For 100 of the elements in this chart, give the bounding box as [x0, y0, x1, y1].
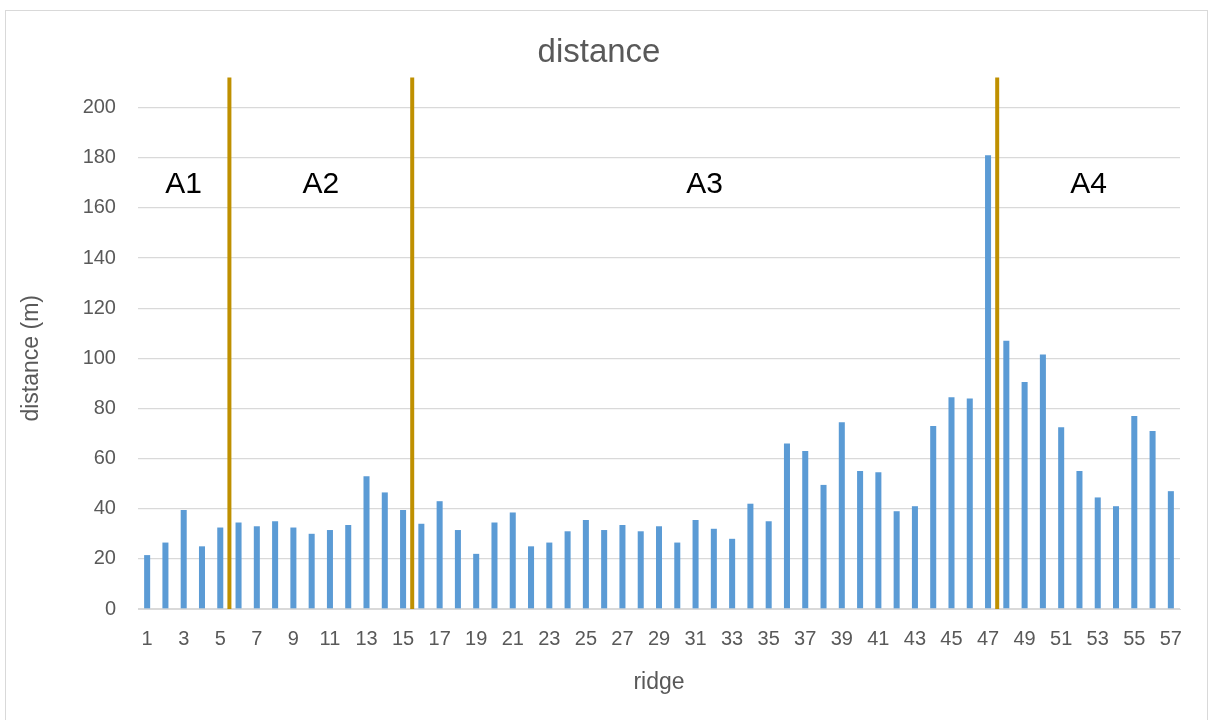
bar: [637, 531, 644, 609]
bar: [400, 509, 407, 609]
bar: [180, 509, 187, 609]
bar: [820, 484, 827, 609]
bar: [144, 555, 151, 609]
annotation: A4: [1070, 165, 1107, 199]
bar: [235, 522, 242, 609]
bar: [765, 521, 772, 609]
bar: [729, 538, 736, 609]
x-tick-label: 47: [976, 626, 1000, 649]
x-tick-label: 53: [1086, 626, 1109, 649]
x-tick-label: 33: [721, 626, 744, 649]
bar: [491, 522, 498, 609]
bar: [290, 527, 297, 609]
bar: [966, 398, 973, 609]
bar: [930, 425, 937, 609]
bar: [418, 523, 425, 609]
bar: [198, 546, 205, 609]
bar: [454, 530, 461, 609]
bar: [162, 542, 169, 609]
bar: [1003, 340, 1010, 609]
bar: [674, 542, 681, 609]
y-tick-label: 60: [93, 446, 116, 469]
bar: [509, 512, 516, 609]
x-tick-label: 37: [794, 626, 817, 649]
bar: [1113, 506, 1120, 609]
y-tick-label: 120: [82, 295, 116, 318]
x-tick-label: 41: [867, 626, 890, 649]
x-axis-title: ridge: [633, 667, 685, 694]
bar: [1149, 431, 1156, 609]
x-tick-label: 57: [1159, 626, 1182, 649]
y-tick-label: 140: [82, 245, 116, 268]
bar: [436, 501, 443, 609]
bar: [217, 527, 224, 609]
bar: [326, 530, 333, 609]
bar: [747, 503, 754, 609]
y-tick-label: 160: [82, 195, 116, 218]
x-tick-label: 55: [1123, 626, 1146, 649]
bar: [1167, 491, 1174, 609]
y-tick-label: 20: [93, 546, 116, 569]
y-tick-label: 80: [93, 395, 116, 418]
bar: [253, 526, 260, 609]
x-tick-label: 51: [1050, 626, 1073, 649]
bar: [473, 553, 480, 609]
bar: [783, 443, 790, 609]
x-tick-label: 43: [903, 626, 927, 649]
x-tick-label: 29: [647, 626, 671, 649]
x-tick-label: 13: [355, 626, 378, 649]
annotation: A1: [165, 165, 203, 199]
x-tick-label: 49: [1013, 626, 1036, 649]
x-tick-label: 19: [465, 626, 488, 649]
x-tick-label: 3: [178, 626, 190, 649]
x-tick-label: 25: [574, 626, 597, 649]
x-tick-label: 5: [214, 626, 226, 649]
bar: [1094, 497, 1101, 609]
bar: [948, 397, 955, 609]
bar: [272, 521, 279, 609]
bar: [528, 546, 535, 609]
chart-title: distance: [537, 31, 661, 69]
bar: [857, 471, 864, 609]
x-tick-label: 27: [611, 626, 634, 649]
x-tick-label: 45: [940, 626, 963, 649]
bar: [363, 476, 370, 609]
x-tick-label: 23: [538, 626, 561, 649]
x-tick-label: 1: [141, 626, 153, 649]
bar: [1131, 415, 1138, 609]
bar: [345, 525, 352, 609]
x-tick-label: 11: [319, 626, 341, 649]
bar: [875, 472, 882, 609]
bar: [985, 155, 992, 609]
x-tick-label: 9: [287, 626, 299, 649]
bar: [1076, 471, 1083, 609]
x-tick-label: 39: [830, 626, 853, 649]
bar: [619, 525, 626, 609]
bar: [911, 506, 918, 609]
y-tick-label: 40: [93, 496, 116, 519]
bar: [1058, 427, 1065, 609]
x-tick-label: 35: [757, 626, 780, 649]
x-tick-label: 31: [684, 626, 707, 649]
bar: [655, 526, 663, 609]
bar: [1039, 354, 1046, 609]
y-axis-title: distance (m): [17, 295, 44, 422]
x-tick-label: 7: [251, 626, 263, 649]
x-tick-label: 15: [391, 626, 415, 649]
bar: [838, 422, 845, 609]
bar: [710, 528, 717, 609]
bar: [582, 520, 589, 609]
bar: [546, 542, 553, 609]
bar: [601, 530, 608, 609]
bar: [381, 492, 388, 609]
bar: [1021, 382, 1028, 609]
annotation: A3: [686, 165, 724, 199]
bar: [308, 533, 315, 609]
bar: [564, 531, 571, 609]
y-tick-label: 180: [82, 145, 116, 168]
bar: [692, 520, 699, 609]
annotation: A2: [302, 165, 340, 199]
bar: [802, 451, 809, 609]
x-tick-label: 21: [501, 626, 524, 649]
y-tick-label: 100: [82, 345, 116, 368]
